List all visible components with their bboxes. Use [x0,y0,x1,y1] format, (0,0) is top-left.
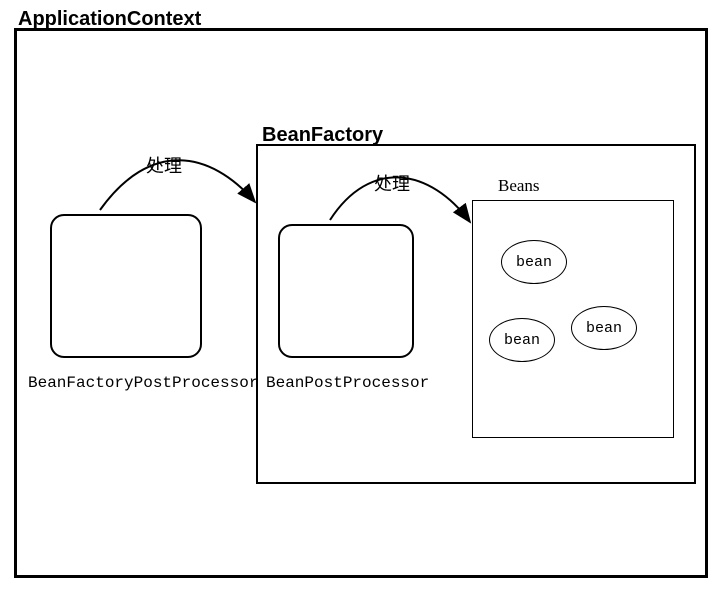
arrow-bpp-to-beans [0,0,720,589]
edge-label-2: 处理 [374,170,410,196]
